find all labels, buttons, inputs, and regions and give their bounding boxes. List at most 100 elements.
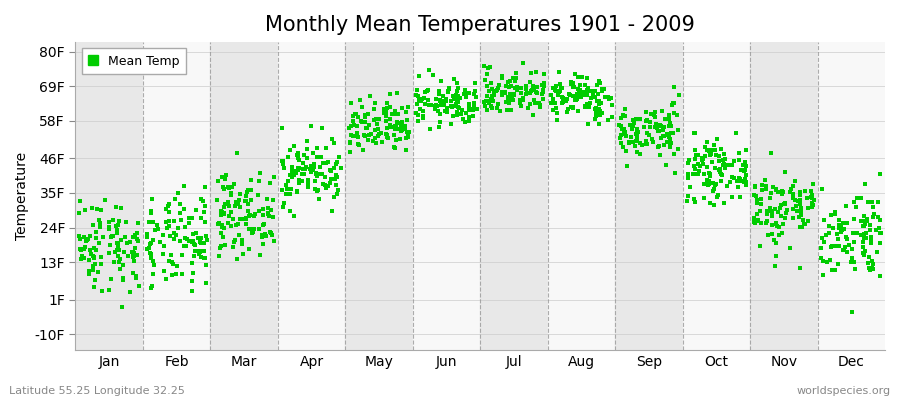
Point — [456, 90, 471, 97]
Point — [73, 236, 87, 242]
Point — [399, 147, 413, 153]
Point — [451, 104, 465, 110]
Point — [747, 192, 761, 199]
Point — [569, 96, 583, 103]
Point — [382, 91, 397, 97]
Point — [762, 205, 777, 211]
Point — [458, 87, 473, 93]
Point — [659, 162, 673, 168]
Point — [173, 238, 187, 244]
Point — [109, 222, 123, 229]
Point — [572, 108, 586, 114]
Point — [702, 148, 716, 154]
Point — [797, 221, 812, 228]
Point — [122, 252, 136, 259]
Point — [714, 178, 728, 184]
Point — [872, 273, 886, 280]
Point — [658, 116, 672, 122]
Point — [866, 260, 880, 267]
Point — [452, 105, 466, 112]
Point — [827, 267, 842, 274]
Point — [823, 257, 837, 263]
Point — [372, 131, 386, 137]
Point — [712, 167, 726, 173]
Point — [244, 177, 258, 184]
Point — [115, 304, 130, 310]
Point — [310, 187, 325, 194]
Point — [848, 266, 862, 272]
Point — [504, 95, 518, 102]
Point — [314, 124, 328, 131]
Point — [860, 216, 874, 222]
Point — [193, 248, 207, 254]
Point — [865, 198, 879, 205]
Point — [592, 106, 607, 112]
Point — [178, 242, 193, 249]
Point — [112, 247, 126, 253]
Point — [791, 198, 806, 204]
Point — [703, 152, 717, 158]
Point — [436, 100, 451, 107]
Point — [666, 99, 680, 106]
Point — [148, 227, 162, 233]
Point — [737, 176, 751, 182]
Point — [550, 117, 564, 123]
Point — [789, 208, 804, 214]
Point — [153, 238, 167, 245]
Point — [244, 197, 258, 203]
Point — [445, 103, 459, 110]
Point — [794, 205, 808, 212]
Point — [390, 90, 404, 96]
Point — [417, 95, 431, 101]
Point — [310, 170, 324, 177]
Point — [394, 122, 409, 128]
Point — [241, 187, 256, 194]
Point — [556, 95, 571, 101]
Point — [714, 146, 728, 152]
Point — [580, 92, 594, 98]
Point — [467, 80, 482, 86]
Point — [665, 130, 680, 136]
Point — [440, 105, 454, 111]
Point — [241, 201, 256, 207]
Point — [569, 94, 583, 100]
Point — [562, 91, 576, 97]
Point — [229, 198, 243, 205]
Point — [77, 254, 92, 261]
Point — [243, 212, 257, 219]
Point — [535, 82, 549, 88]
Point — [859, 235, 873, 241]
Point — [115, 276, 130, 283]
Point — [419, 88, 434, 94]
Point — [548, 105, 562, 112]
Point — [128, 232, 142, 238]
Point — [431, 108, 446, 114]
Point — [845, 230, 859, 236]
Point — [438, 98, 453, 104]
Point — [651, 128, 665, 134]
Point — [485, 86, 500, 92]
Point — [562, 92, 577, 98]
Point — [656, 133, 670, 139]
Point — [628, 143, 643, 149]
Point — [283, 208, 297, 214]
Point — [495, 88, 509, 95]
Point — [312, 164, 327, 170]
Point — [238, 215, 253, 221]
Point — [529, 89, 544, 96]
Point — [480, 82, 494, 89]
Point — [828, 209, 842, 215]
Point — [346, 122, 361, 128]
Point — [444, 98, 458, 104]
Point — [733, 175, 747, 182]
Point — [662, 134, 676, 140]
Point — [346, 133, 360, 139]
Point — [601, 94, 616, 101]
Point — [309, 170, 323, 177]
Point — [753, 242, 768, 249]
Point — [800, 218, 814, 225]
Point — [213, 230, 228, 236]
Point — [194, 238, 208, 245]
Point — [794, 209, 808, 215]
Point — [379, 131, 393, 137]
